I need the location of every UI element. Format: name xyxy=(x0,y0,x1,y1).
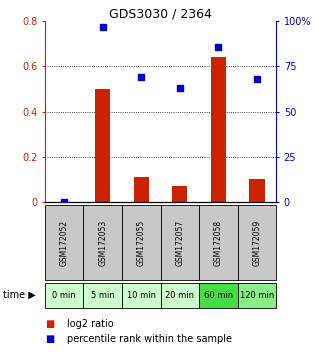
Bar xyxy=(249,179,265,202)
Bar xyxy=(134,177,149,202)
Text: percentile rank within the sample: percentile rank within the sample xyxy=(67,334,232,344)
Text: GSM172057: GSM172057 xyxy=(175,219,184,266)
Bar xyxy=(160,283,199,308)
Bar xyxy=(95,89,110,202)
Text: 0 min: 0 min xyxy=(52,291,76,300)
Text: 20 min: 20 min xyxy=(165,291,194,300)
Text: GSM172052: GSM172052 xyxy=(60,219,69,266)
Bar xyxy=(238,283,276,308)
Bar xyxy=(172,186,187,202)
Bar xyxy=(45,205,83,280)
Bar xyxy=(199,283,238,308)
Text: GSM172058: GSM172058 xyxy=(214,219,223,266)
Text: ■: ■ xyxy=(45,319,54,329)
Bar xyxy=(83,205,122,280)
Text: 10 min: 10 min xyxy=(127,291,156,300)
Text: GSM172053: GSM172053 xyxy=(98,219,107,266)
Bar xyxy=(160,205,199,280)
Title: GDS3030 / 2364: GDS3030 / 2364 xyxy=(109,7,212,20)
Bar xyxy=(199,205,238,280)
Bar xyxy=(122,283,160,308)
Bar xyxy=(45,283,83,308)
Text: 5 min: 5 min xyxy=(91,291,115,300)
Bar xyxy=(211,57,226,202)
Text: ■: ■ xyxy=(45,334,54,344)
Text: GSM172055: GSM172055 xyxy=(137,219,146,266)
Bar xyxy=(238,205,276,280)
Text: GSM172059: GSM172059 xyxy=(252,219,261,266)
Bar xyxy=(122,205,160,280)
Text: log2 ratio: log2 ratio xyxy=(67,319,114,329)
Text: time ▶: time ▶ xyxy=(3,290,36,300)
Text: 60 min: 60 min xyxy=(204,291,233,300)
Bar xyxy=(83,283,122,308)
Text: 120 min: 120 min xyxy=(240,291,274,300)
